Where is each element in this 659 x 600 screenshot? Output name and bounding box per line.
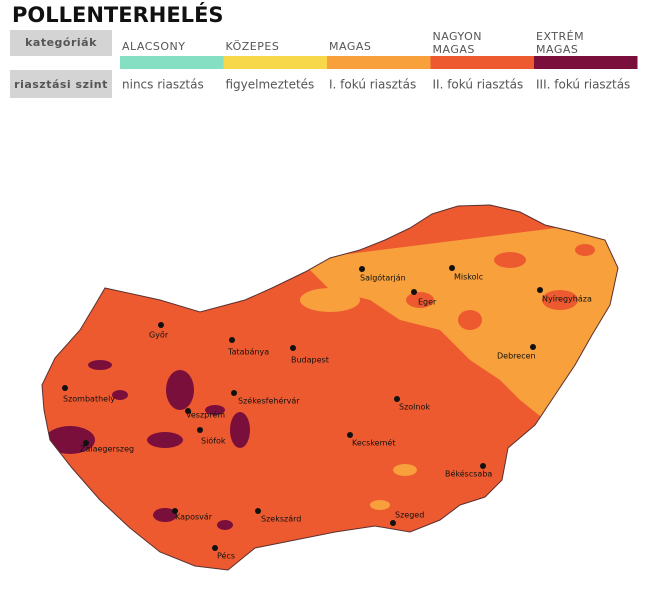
legend-swatch bbox=[223, 56, 327, 69]
city-label: Salgótarján bbox=[360, 273, 406, 283]
city-label: Szekszárd bbox=[261, 515, 301, 524]
city-dot bbox=[390, 520, 396, 526]
legend-swatch bbox=[120, 56, 224, 69]
legend-alert: figyelmeztetés bbox=[226, 78, 315, 92]
city-label: Szombathely bbox=[63, 395, 115, 404]
city-dot bbox=[229, 337, 235, 343]
city-label: Siófok bbox=[201, 436, 226, 446]
title: POLLENTERHELÉS bbox=[12, 2, 224, 27]
legend-category: KÖZEPES bbox=[226, 40, 280, 53]
city-label: Veszprém bbox=[186, 410, 225, 420]
map-fill bbox=[42, 205, 618, 570]
row-label: riasztási szint bbox=[14, 78, 108, 91]
city-dot bbox=[185, 408, 191, 414]
city-label: Kecskemét bbox=[352, 438, 395, 448]
city-label: Szolnok bbox=[399, 403, 430, 412]
city-label: Eger bbox=[418, 298, 437, 307]
city-dot bbox=[83, 440, 89, 446]
row-label: kategóriák bbox=[25, 36, 97, 49]
city-dot bbox=[62, 385, 68, 391]
legend-category: EXTRÉM MAGAS bbox=[536, 30, 584, 56]
cities: Győr Tatabánya Budapest Salgótarján Eger Misk… bbox=[62, 265, 592, 561]
legend-category: NAGYON MAGAS bbox=[433, 30, 483, 56]
city-dot bbox=[197, 427, 203, 433]
city-dot bbox=[394, 396, 400, 402]
city-dot bbox=[158, 322, 164, 328]
city-label: Győr bbox=[149, 331, 169, 340]
legend-swatch bbox=[327, 56, 431, 69]
city-dot bbox=[359, 266, 365, 272]
city-dot bbox=[537, 287, 543, 293]
city-label: Miskolc bbox=[454, 273, 483, 282]
city-dot bbox=[212, 545, 218, 551]
legend-alert: II. fokú riasztás bbox=[433, 78, 524, 92]
legend-alert: nincs riasztás bbox=[122, 78, 204, 92]
legend-category: MAGAS bbox=[329, 40, 371, 53]
city-dot bbox=[449, 265, 455, 271]
city-label: Debrecen bbox=[497, 352, 536, 361]
city-dot bbox=[347, 432, 353, 438]
city-dot bbox=[411, 289, 417, 295]
region-extreme bbox=[45, 360, 250, 550]
legend-swatch bbox=[534, 56, 638, 69]
legend-alert: III. fokú riasztás bbox=[536, 78, 630, 92]
city-label: Szeged bbox=[395, 511, 424, 520]
city-dot bbox=[290, 345, 296, 351]
city-label: Zalaegerszeg bbox=[80, 445, 134, 454]
region-nagyon-patches bbox=[383, 244, 595, 346]
legend: ALACSONY nincs riasztás KÖZEPES figyelmezte… bbox=[120, 30, 638, 92]
city-dot bbox=[255, 508, 261, 514]
city-label: Kaposvár bbox=[175, 513, 213, 522]
row-label-box bbox=[10, 70, 112, 98]
city-label: Pécs bbox=[217, 551, 235, 561]
legend-alert: I. fokú riasztás bbox=[329, 78, 416, 92]
legend-category: ALACSONY bbox=[122, 40, 186, 53]
city-label: Budapest bbox=[291, 356, 329, 365]
city-label: Tatabánya bbox=[227, 348, 269, 357]
city-label: Székesfehérvár bbox=[238, 396, 300, 406]
city-dot bbox=[480, 463, 486, 469]
legend-swatch bbox=[430, 56, 534, 69]
city-dot bbox=[172, 508, 178, 514]
city-dot bbox=[530, 344, 536, 350]
city-dot bbox=[231, 390, 237, 396]
city-label: Nyíregyháza bbox=[542, 295, 592, 304]
row-label-box bbox=[10, 30, 112, 56]
city-label: Békéscsaba bbox=[445, 469, 492, 479]
